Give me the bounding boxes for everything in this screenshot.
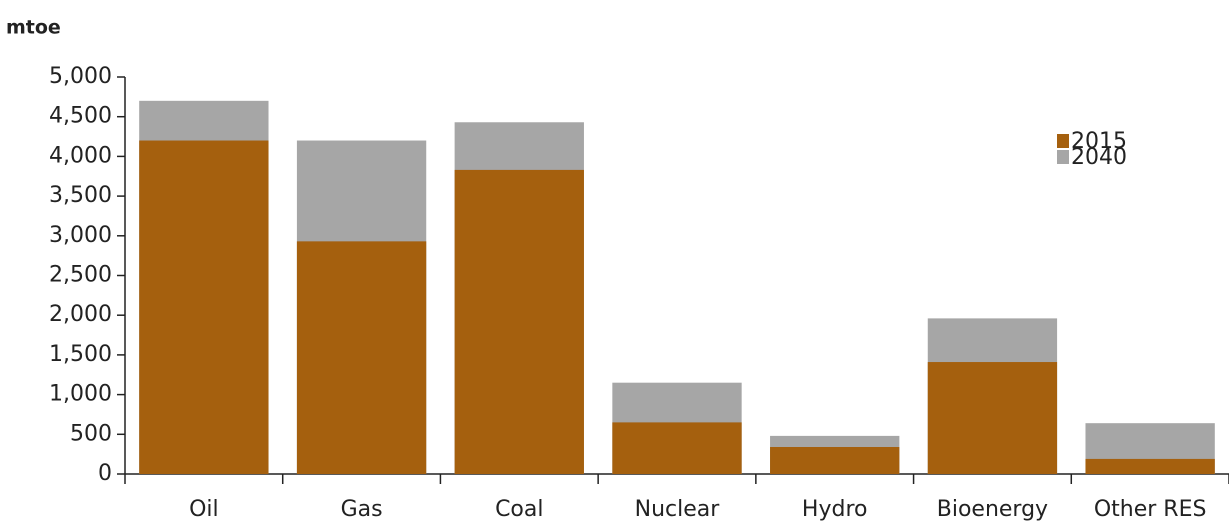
- bar: [612, 422, 742, 474]
- y-tick-label: 5,000: [49, 64, 112, 89]
- x-tick-label: Bioenergy: [937, 497, 1048, 522]
- legend-swatch: [1057, 150, 1069, 164]
- y-tick-label: 1,000: [49, 382, 112, 407]
- y-tick-label: 2,500: [49, 263, 112, 288]
- y-tick-label: 3,500: [49, 183, 112, 208]
- bar: [927, 362, 1058, 474]
- y-tick-label: 1,500: [49, 342, 112, 367]
- y-tick-label: 3,000: [49, 223, 112, 248]
- bar: [1085, 458, 1215, 474]
- bar: [454, 169, 584, 474]
- bar: [139, 140, 269, 474]
- x-tick-label: Nuclear: [635, 497, 721, 522]
- x-tick-label: Gas: [341, 497, 383, 522]
- y-tick-label: 2,000: [49, 302, 112, 327]
- x-tick-label: Other RES: [1094, 497, 1207, 522]
- x-tick-label: Coal: [495, 497, 543, 522]
- legend-swatch: [1057, 134, 1069, 148]
- bar: [296, 241, 427, 474]
- legend-label: 2015: [1071, 129, 1127, 154]
- y-tick-label: 4,000: [49, 143, 112, 168]
- y-tick-label: 500: [70, 421, 112, 446]
- y-tick-label: 0: [98, 461, 112, 486]
- legend-label: 2040: [1071, 145, 1127, 170]
- x-tick-label: Oil: [189, 497, 219, 522]
- y-axis-label: mtoe: [6, 17, 61, 39]
- x-tick-label: Hydro: [802, 497, 868, 522]
- y-tick-label: 4,500: [49, 104, 112, 129]
- bar: [770, 447, 900, 474]
